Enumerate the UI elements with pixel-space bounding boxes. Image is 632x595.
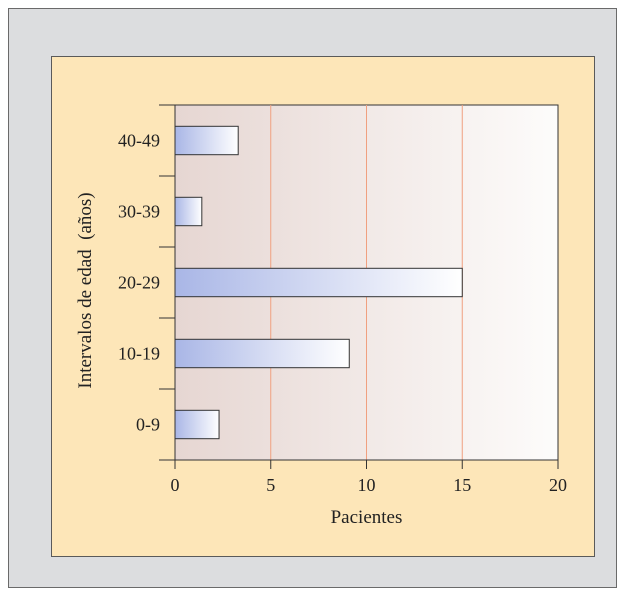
x-tick-label-5: 5	[266, 475, 275, 495]
y-axis-title: Intervalos de edad (años)	[75, 192, 96, 388]
chart-panel: 0 5 10 15 20 0-9 10-19 20-29 30-39 40-49 Paciente…	[51, 56, 595, 557]
y-tick-label-20-29: 20-29	[118, 273, 160, 293]
bar-0-9	[174, 409, 220, 440]
bar-10-19	[174, 338, 350, 369]
bar-40-49	[174, 125, 239, 156]
bars	[174, 125, 463, 440]
chart-svg: 0 5 10 15 20 0-9 10-19 20-29 30-39 40-49 Paciente…	[75, 104, 567, 528]
y-tick-label-30-39: 30-39	[118, 202, 160, 222]
x-axis-title: Pacientes	[331, 507, 403, 528]
bar-20-29	[174, 267, 463, 298]
y-tick-label-0-9: 0-9	[136, 415, 160, 435]
x-tick-label-20: 20	[549, 475, 567, 495]
bar-30-39	[174, 196, 203, 227]
x-tick-label-10: 10	[358, 475, 376, 495]
y-tick-label-10-19: 10-19	[118, 344, 160, 364]
axes: 0 5 10 15 20 0-9 10-19 20-29 30-39 40-49	[118, 104, 567, 495]
y-tick-label-40-49: 40-49	[118, 131, 160, 151]
page-frame: 0 5 10 15 20 0-9 10-19 20-29 30-39 40-49 Paciente…	[8, 8, 617, 588]
x-tick-label-15: 15	[453, 475, 471, 495]
x-tick-label-0: 0	[171, 475, 180, 495]
